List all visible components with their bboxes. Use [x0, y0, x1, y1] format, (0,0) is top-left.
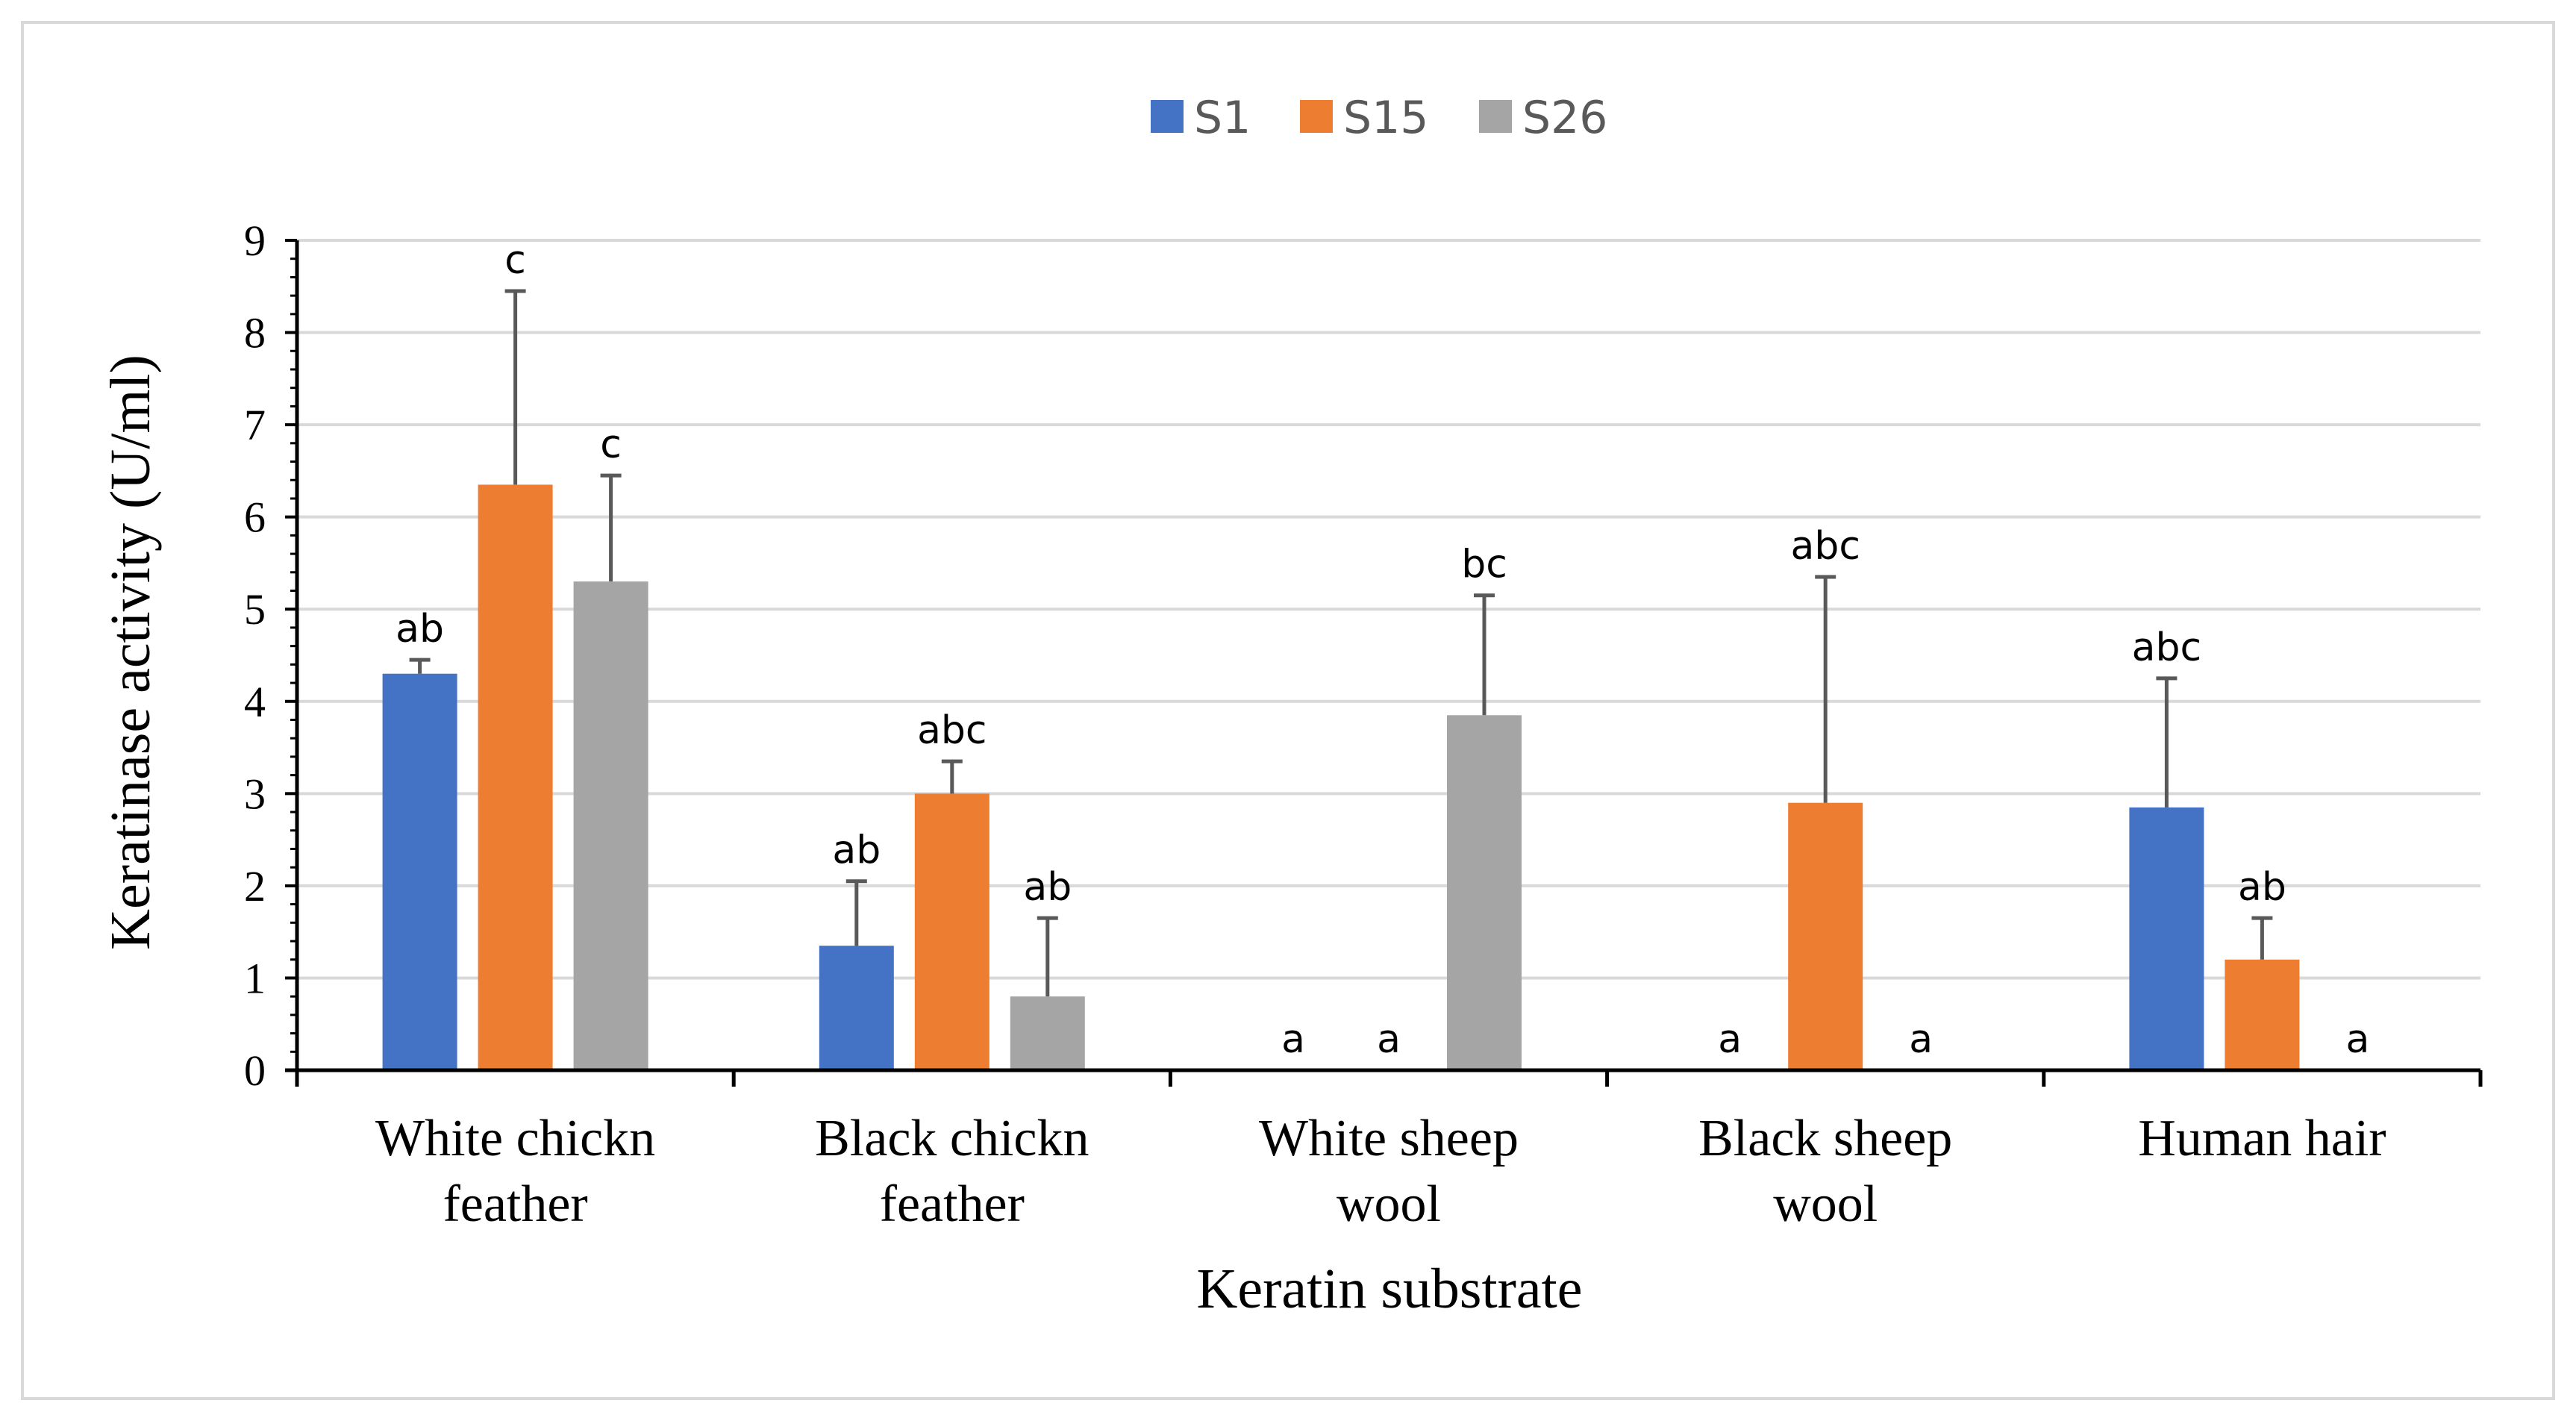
significance-label: ab	[1023, 865, 1072, 910]
x-tick-label: wool	[1337, 1175, 1441, 1233]
significance-label: ab	[2238, 865, 2286, 910]
x-axis-title: Keratin substrate	[1196, 1258, 1582, 1320]
legend-swatch	[1151, 100, 1184, 133]
bar	[914, 793, 990, 1070]
significance-label: a	[1909, 1017, 1933, 1062]
legend-swatch	[1300, 100, 1333, 133]
bar	[382, 673, 457, 1070]
significance-label: c	[600, 422, 622, 467]
significance-label: c	[504, 238, 526, 283]
legend-swatch	[1479, 100, 1512, 133]
significance-label: a	[1718, 1017, 1742, 1062]
bar	[2225, 959, 2300, 1070]
y-tick-label: 5	[244, 585, 266, 634]
x-tick-label: Black sheep	[1698, 1110, 1952, 1167]
significance-label: ab	[396, 607, 444, 652]
legend-label: S15	[1343, 92, 1428, 144]
y-tick-label: 2	[244, 862, 266, 911]
significance-label: abc	[1790, 524, 1860, 569]
bar	[2129, 807, 2204, 1070]
legend: S1 S15 S26	[1151, 92, 1607, 144]
error-bars	[409, 289, 2273, 997]
x-tick-label: feather	[880, 1175, 1025, 1233]
bar	[819, 946, 894, 1070]
y-tick-label: 0	[244, 1046, 266, 1095]
significance-label: abc	[2132, 625, 2201, 670]
y-axis-title: Keratinase activity (U/ml)	[99, 355, 162, 950]
y-tick-label: 7	[244, 401, 266, 449]
x-tick-label: feather	[443, 1175, 587, 1233]
gridlines	[297, 239, 2480, 980]
bar	[573, 581, 648, 1070]
significance-label: a	[2345, 1017, 2369, 1062]
significance-label: ab	[832, 828, 881, 873]
y-tick-label: 9	[244, 216, 266, 265]
x-tick-label: wool	[1773, 1175, 1878, 1233]
significance-label: a	[1377, 1017, 1401, 1062]
bar	[1788, 802, 1863, 1070]
bar	[1010, 996, 1085, 1070]
significance-label: abc	[917, 708, 987, 753]
legend-label: S1	[1194, 92, 1251, 144]
y-tick-label: 6	[244, 493, 266, 542]
x-tick-label: White chickn	[375, 1110, 655, 1167]
y-tick-label: 4	[244, 678, 266, 726]
x-tick-label: White sheep	[1259, 1110, 1519, 1167]
y-tick-label: 3	[244, 769, 266, 818]
x-tick-label: Human hair	[2138, 1110, 2386, 1167]
significance-label: bc	[1461, 543, 1507, 587]
bar	[1447, 715, 1522, 1070]
y-tick-label: 8	[244, 309, 266, 357]
axes: 0 1 2 3 4 5 6 7 8 9 White chickn feather Black chick…	[244, 216, 2483, 1233]
significance-label: a	[1281, 1017, 1305, 1062]
y-tick-label: 1	[244, 954, 266, 1002]
legend-label: S26	[1522, 92, 1607, 144]
bars	[382, 484, 2300, 1070]
bar	[478, 484, 553, 1070]
x-tick-label: Black chickn	[815, 1110, 1089, 1167]
